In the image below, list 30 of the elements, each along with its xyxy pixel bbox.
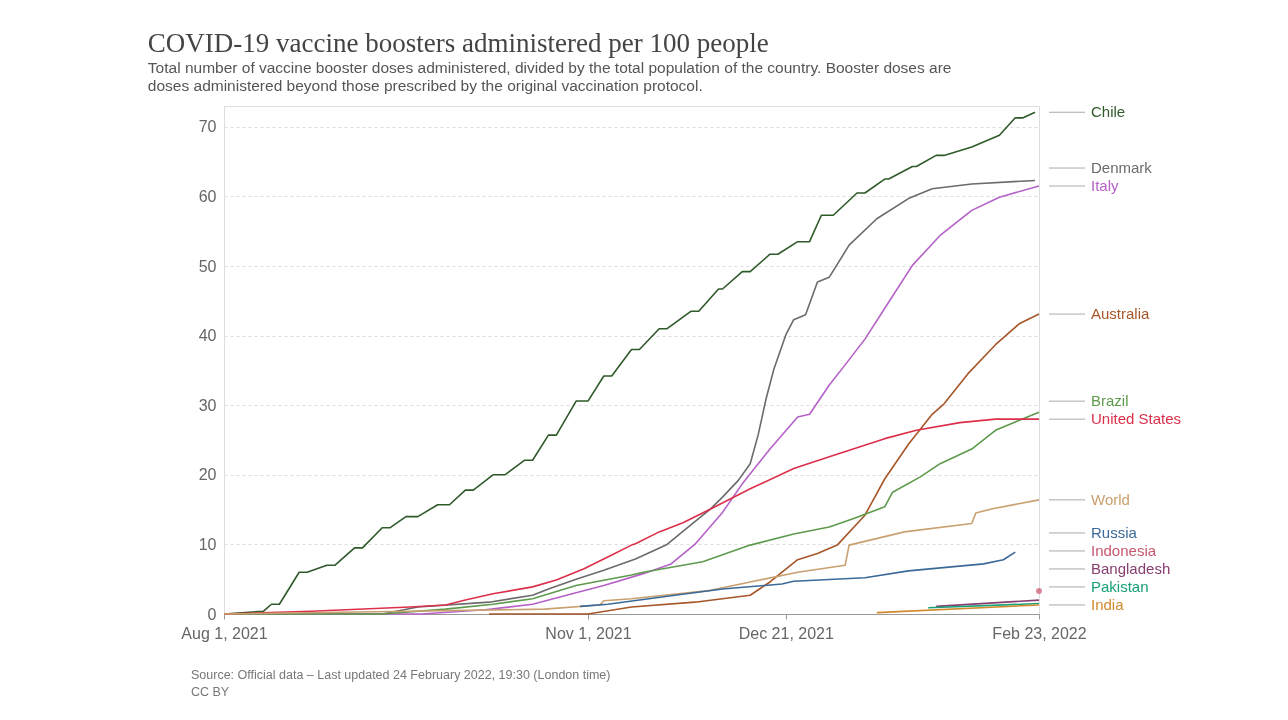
text: Pakistan (1091, 577, 1149, 595)
y-tick-label: 0 (207, 605, 217, 623)
x-tick-label: Dec 21, 2021 (738, 624, 834, 642)
text: United States (1091, 410, 1182, 428)
chart-subtitle: Total number of vaccine booster doses administered, divided by the total population of the country. Booster doses are doses administered beyond those prescribed by the original vaccination protocol. (147, 59, 952, 94)
y-tick-label: 50 (198, 257, 217, 275)
y-tick-label: 70 (198, 118, 217, 136)
text: CC BY (191, 685, 230, 699)
x-tick-label: Nov 1, 2021 (545, 624, 632, 642)
text: Italy (1091, 177, 1120, 195)
text: Chile (1091, 103, 1126, 121)
x-tick-label: Aug 1, 2021 (181, 624, 268, 642)
line-series (488, 313, 1040, 615)
x-tick-label: Feb 23, 2022 (992, 624, 1087, 642)
text: Australia (1091, 305, 1151, 323)
y-tick-label: 40 (198, 327, 217, 345)
y-tick-label: 60 (198, 187, 217, 205)
y-tick-label: 10 (198, 535, 217, 553)
text: World (1091, 490, 1130, 508)
source-note: Source: Official data – Last updated 24 February 2022, 19:30 (London time) (191, 668, 611, 682)
text: Indonesia (1091, 541, 1157, 559)
chart-title: COVID-19 vaccine boosters administered per 100 people (147, 28, 769, 59)
text: Russia (1091, 523, 1138, 541)
text: Bangladesh (1091, 559, 1171, 577)
text: Denmark (1091, 159, 1153, 177)
y-tick-label: 30 (198, 396, 217, 414)
y-tick-label: 20 (198, 466, 217, 484)
text: India (1091, 595, 1125, 613)
line-series (579, 551, 1017, 608)
text: Brazil (1091, 392, 1129, 410)
